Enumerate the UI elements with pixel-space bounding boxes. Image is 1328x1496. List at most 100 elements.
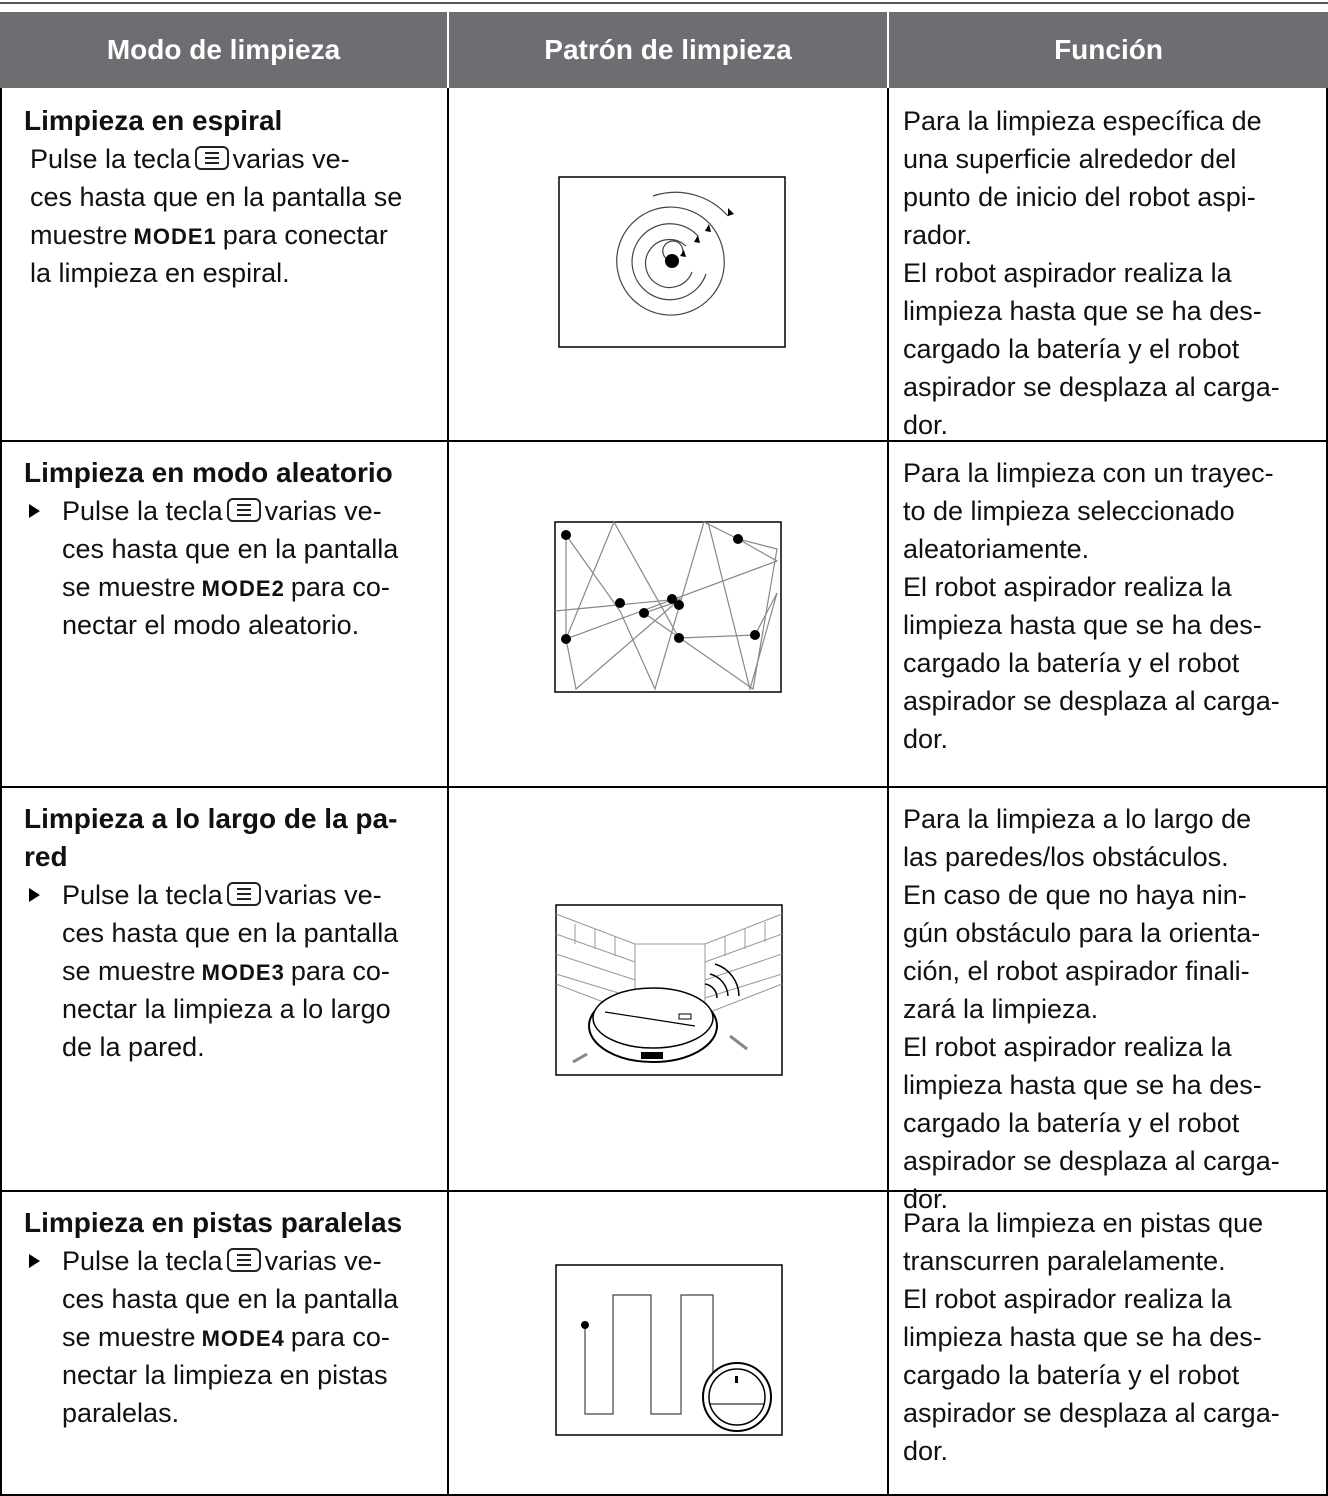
- instruction-line: nectar el modo aleatorio.: [62, 610, 360, 640]
- key-line: [236, 893, 251, 895]
- instruction-line: ces hasta que en la pantalla: [62, 534, 399, 564]
- instruction-line: muestre MODE1 para conectar: [30, 216, 388, 256]
- pattern-illustration: [558, 176, 786, 348]
- row-title: red: [24, 841, 68, 872]
- key-line: [236, 504, 251, 506]
- instruction-line: de la pared.: [62, 1032, 205, 1062]
- instruction-text: varias ve-: [264, 880, 382, 910]
- instruction-line: Pulse la tecla varias ve-: [30, 140, 350, 178]
- instruction-text: se muestre: [62, 572, 196, 602]
- instruction-line: nectar la limpieza en pistas: [62, 1360, 388, 1390]
- instruction-line: Pulse la tecla varias ve-: [62, 1242, 382, 1280]
- row-title: Limpieza en pistas paralelas: [24, 1207, 403, 1238]
- instruction-text: Pulse la tecla: [30, 144, 191, 174]
- function-line: cargado la batería y el robot: [903, 334, 1240, 364]
- instruction-text: Pulse la tecla: [62, 496, 223, 526]
- menu-key-icon: [226, 498, 261, 522]
- function-line: las paredes/los obstáculos.: [903, 842, 1229, 872]
- instruction-line: Pulse la tecla varias ve-: [62, 492, 382, 530]
- key-line: [204, 162, 219, 164]
- mode-code: MODE3: [201, 960, 285, 985]
- instruction-line: ces hasta que en la pantalla: [62, 918, 399, 948]
- key-line: [236, 514, 251, 516]
- instruction-line: ces hasta que en la pantalla: [62, 1284, 399, 1314]
- function-line: aspirador se desplaza al carga-: [903, 372, 1280, 402]
- function-line: Para la limpieza específica de: [903, 106, 1262, 136]
- key-line: [236, 1264, 251, 1266]
- header-cell: Modo de limpieza: [0, 12, 447, 88]
- row-line: [0, 1190, 1328, 1192]
- function-line: El robot aspirador realiza la: [903, 1032, 1232, 1062]
- function-line: El robot aspirador realiza la: [903, 1284, 1232, 1314]
- pattern-illustration: [555, 1264, 783, 1436]
- function-line: una superficie alrededor del: [903, 144, 1237, 174]
- function-line: ción, el robot aspirador finali-: [903, 956, 1250, 986]
- function-line: dor.: [903, 1436, 949, 1466]
- function-line: limpieza hasta que se ha des-: [903, 1322, 1262, 1352]
- row-line: [0, 786, 1328, 788]
- key-line: [236, 1259, 251, 1261]
- column-line: [1326, 88, 1328, 1496]
- menu-key-icon: [226, 882, 261, 906]
- instruction-text: para conectar: [222, 220, 388, 250]
- bullet: [29, 504, 40, 518]
- function-line: aspirador se desplaza al carga-: [903, 686, 1280, 716]
- function-line: dor.: [903, 1184, 949, 1214]
- function-line: limpieza hasta que se ha des-: [903, 296, 1262, 326]
- top-rule: [0, 2, 1328, 4]
- function-line: Para la limpieza con un trayec-: [903, 458, 1274, 488]
- function-line: rador.: [903, 220, 973, 250]
- instruction-text: para co-: [290, 1322, 390, 1352]
- function-line: zará la limpieza.: [903, 994, 1099, 1024]
- function-line: punto de inicio del robot aspi-: [903, 182, 1256, 212]
- row-title: Limpieza en modo aleatorio: [24, 457, 393, 488]
- mode-code: MODE1: [133, 224, 217, 249]
- row-title: Limpieza a lo largo de la pa-: [24, 803, 398, 834]
- function-line: transcurren paralelamente.: [903, 1246, 1226, 1276]
- instruction-line: se muestre MODE3 para co-: [62, 952, 390, 992]
- instruction-text: se muestre: [62, 1322, 196, 1352]
- function-line: cargado la batería y el robot: [903, 648, 1240, 678]
- instruction-text: varias ve-: [264, 496, 382, 526]
- function-line: cargado la batería y el robot: [903, 1360, 1240, 1390]
- bullet: [29, 888, 40, 902]
- key-line: [236, 898, 251, 900]
- header-cell: Patrón de limpieza: [449, 12, 887, 88]
- key-line: [204, 157, 219, 159]
- bullet: [29, 1254, 40, 1268]
- mode-code: MODE4: [201, 1326, 285, 1351]
- menu-key-icon: [194, 146, 229, 170]
- mode-code: MODE2: [201, 576, 285, 601]
- instruction-line: ces hasta que en la pantalla se: [30, 182, 403, 212]
- instruction-line: Pulse la tecla varias ve-: [62, 876, 382, 914]
- pattern-illustration: [554, 521, 782, 693]
- menu-key-icon: [226, 1248, 261, 1272]
- key-line: [236, 1254, 251, 1256]
- instruction-line: nectar la limpieza a lo largo: [62, 994, 391, 1024]
- column-line: [0, 88, 2, 1496]
- function-line: dor.: [903, 410, 949, 440]
- bottom-line: [0, 1494, 1328, 1496]
- instruction-text: para co-: [290, 956, 390, 986]
- key-line: [204, 152, 219, 154]
- key-line: [236, 509, 251, 511]
- function-line: limpieza hasta que se ha des-: [903, 610, 1262, 640]
- instruction-line: se muestre MODE2 para co-: [62, 568, 390, 608]
- instruction-text: para co-: [290, 572, 390, 602]
- column-line: [447, 88, 449, 1496]
- column-line: [887, 88, 889, 1496]
- instruction-text: varias ve-: [232, 144, 350, 174]
- instruction-line: la limpieza en espiral.: [30, 258, 290, 288]
- function-line: El robot aspirador realiza la: [903, 258, 1232, 288]
- instruction-text: Pulse la tecla: [62, 1246, 223, 1276]
- function-line: cargado la batería y el robot: [903, 1108, 1240, 1138]
- instruction-text: muestre: [30, 220, 128, 250]
- function-line: limpieza hasta que se ha des-: [903, 1070, 1262, 1100]
- pattern-illustration: [555, 904, 783, 1076]
- header-cell: Función: [889, 12, 1328, 88]
- instruction-line: paralelas.: [62, 1398, 180, 1428]
- function-line: aleatoriamente.: [903, 534, 1090, 564]
- function-line: En caso de que no haya nin-: [903, 880, 1247, 910]
- function-line: aspirador se desplaza al carga-: [903, 1398, 1280, 1428]
